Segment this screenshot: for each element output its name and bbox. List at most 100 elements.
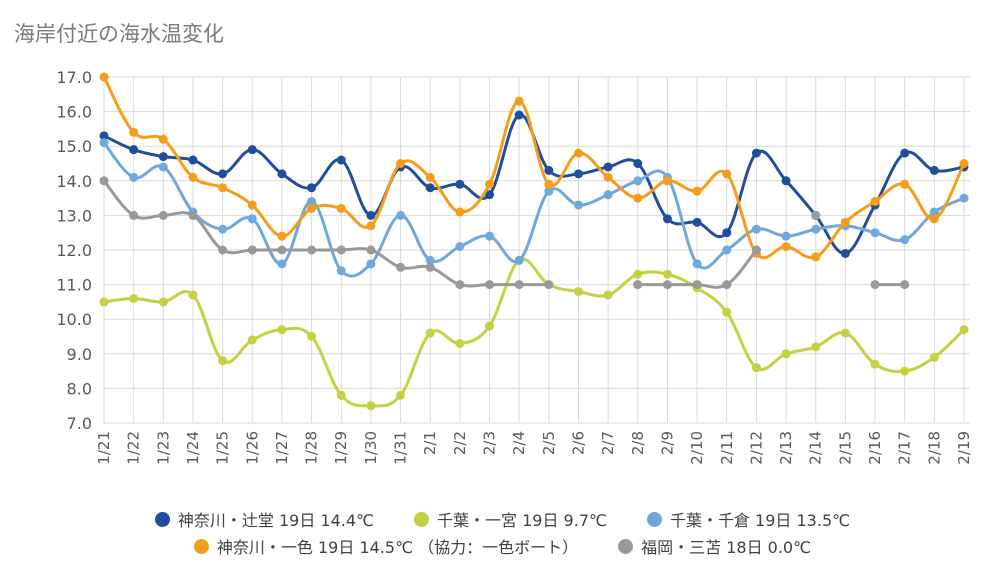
data-point [603, 172, 613, 182]
data-point [455, 179, 465, 189]
data-point [633, 159, 643, 168]
legend-swatch [414, 511, 430, 527]
x-tick-label: 1/21 [95, 431, 113, 465]
data-point [307, 245, 317, 255]
data-point [218, 356, 228, 366]
x-tick-label: 2/8 [629, 431, 647, 455]
legend-label: 神奈川・辻堂 19日 14.4℃ [177, 511, 375, 530]
x-tick-label: 2/1 [421, 431, 439, 455]
data-point [218, 224, 228, 234]
data-point [158, 134, 168, 144]
y-tick-label: 7.0 [67, 414, 92, 433]
data-point [129, 145, 139, 155]
data-point [425, 183, 435, 193]
data-point [99, 72, 109, 82]
x-tick-label: 2/18 [925, 431, 943, 465]
data-point [692, 186, 702, 196]
series-line [102, 141, 965, 278]
data-point [485, 280, 495, 290]
data-point [188, 210, 198, 220]
data-point [455, 207, 465, 217]
data-point [870, 359, 880, 369]
data-point [929, 207, 939, 217]
data-point [336, 155, 346, 165]
x-tick-label: 1/27 [273, 431, 291, 465]
x-tick-label: 2/12 [747, 431, 765, 465]
x-tick-label: 1/28 [303, 431, 321, 465]
chart-title: 海岸付近の海水温変化 [14, 22, 224, 46]
data-point [336, 203, 346, 213]
data-point [811, 252, 821, 262]
data-point [99, 138, 109, 148]
x-tick-label: 2/7 [599, 431, 617, 455]
y-tick-label: 14.0 [56, 172, 92, 191]
legend-swatch [193, 538, 209, 554]
x-tick-label: 2/5 [540, 431, 558, 455]
data-point [929, 214, 939, 224]
x-tick-label: 1/26 [243, 431, 261, 465]
data-point [662, 176, 672, 186]
data-point [692, 280, 702, 290]
data-point [396, 210, 406, 220]
x-tick-label: 1/31 [392, 431, 410, 465]
series-lines [99, 72, 969, 411]
data-point [336, 390, 346, 400]
x-tick-label: 2/15 [836, 431, 854, 465]
data-point [603, 190, 613, 200]
legend-item: 千葉・千倉 19日 13.5℃ [646, 507, 850, 531]
data-point [188, 155, 198, 165]
data-point [366, 401, 376, 411]
data-point [425, 328, 435, 338]
data-point [544, 280, 554, 290]
data-point [900, 280, 910, 290]
data-point [158, 152, 168, 162]
data-point [751, 148, 761, 158]
data-point [188, 290, 198, 300]
data-point [692, 217, 702, 227]
data-point [603, 290, 613, 300]
data-point [485, 179, 495, 189]
x-tick-label: 2/14 [807, 431, 825, 465]
x-tick-label: 2/4 [510, 431, 528, 455]
data-point [158, 210, 168, 220]
data-point [722, 228, 732, 238]
data-point [900, 179, 910, 189]
data-point [129, 293, 139, 303]
data-point [366, 245, 376, 255]
data-point [811, 210, 821, 220]
series-line [102, 179, 549, 288]
legend-row-1: 神奈川・辻堂 19日 14.4℃ 千葉・一宮 19日 9.7℃ 千葉・千倉 19日 … [0, 507, 1005, 531]
data-point [307, 203, 317, 213]
data-point [900, 366, 910, 376]
y-tick-label: 13.0 [56, 206, 92, 225]
data-point [633, 176, 643, 186]
data-point [247, 335, 257, 345]
data-point [366, 210, 376, 220]
x-tick-label: 1/29 [332, 431, 350, 465]
data-point [751, 363, 761, 373]
legend-swatch [618, 538, 634, 554]
axis-labels: 7.0 8.0 9.0 10.0 11.0 12.0 13.0 14.0 15.0 16.0 17.… [56, 68, 973, 465]
data-point [633, 193, 643, 203]
y-tick-label: 17.0 [56, 68, 92, 87]
x-tick-label: 1/25 [214, 431, 232, 465]
data-point [811, 224, 821, 234]
data-point [544, 186, 554, 196]
data-point [692, 259, 702, 269]
data-point [218, 169, 228, 179]
data-point [455, 338, 465, 348]
x-tick-label: 2/19 [955, 431, 973, 465]
data-point [158, 297, 168, 307]
x-tick-label: 1/30 [362, 431, 380, 465]
data-point [959, 325, 969, 335]
data-point [900, 148, 910, 158]
legend-item: 千葉・一宮 19日 9.7℃ [414, 507, 607, 531]
data-point [396, 159, 406, 168]
data-point [455, 280, 465, 290]
data-point [425, 255, 435, 265]
data-point [425, 172, 435, 182]
data-point [366, 221, 376, 231]
legend-swatch [646, 511, 662, 527]
data-point [247, 245, 257, 255]
data-point [277, 259, 287, 269]
